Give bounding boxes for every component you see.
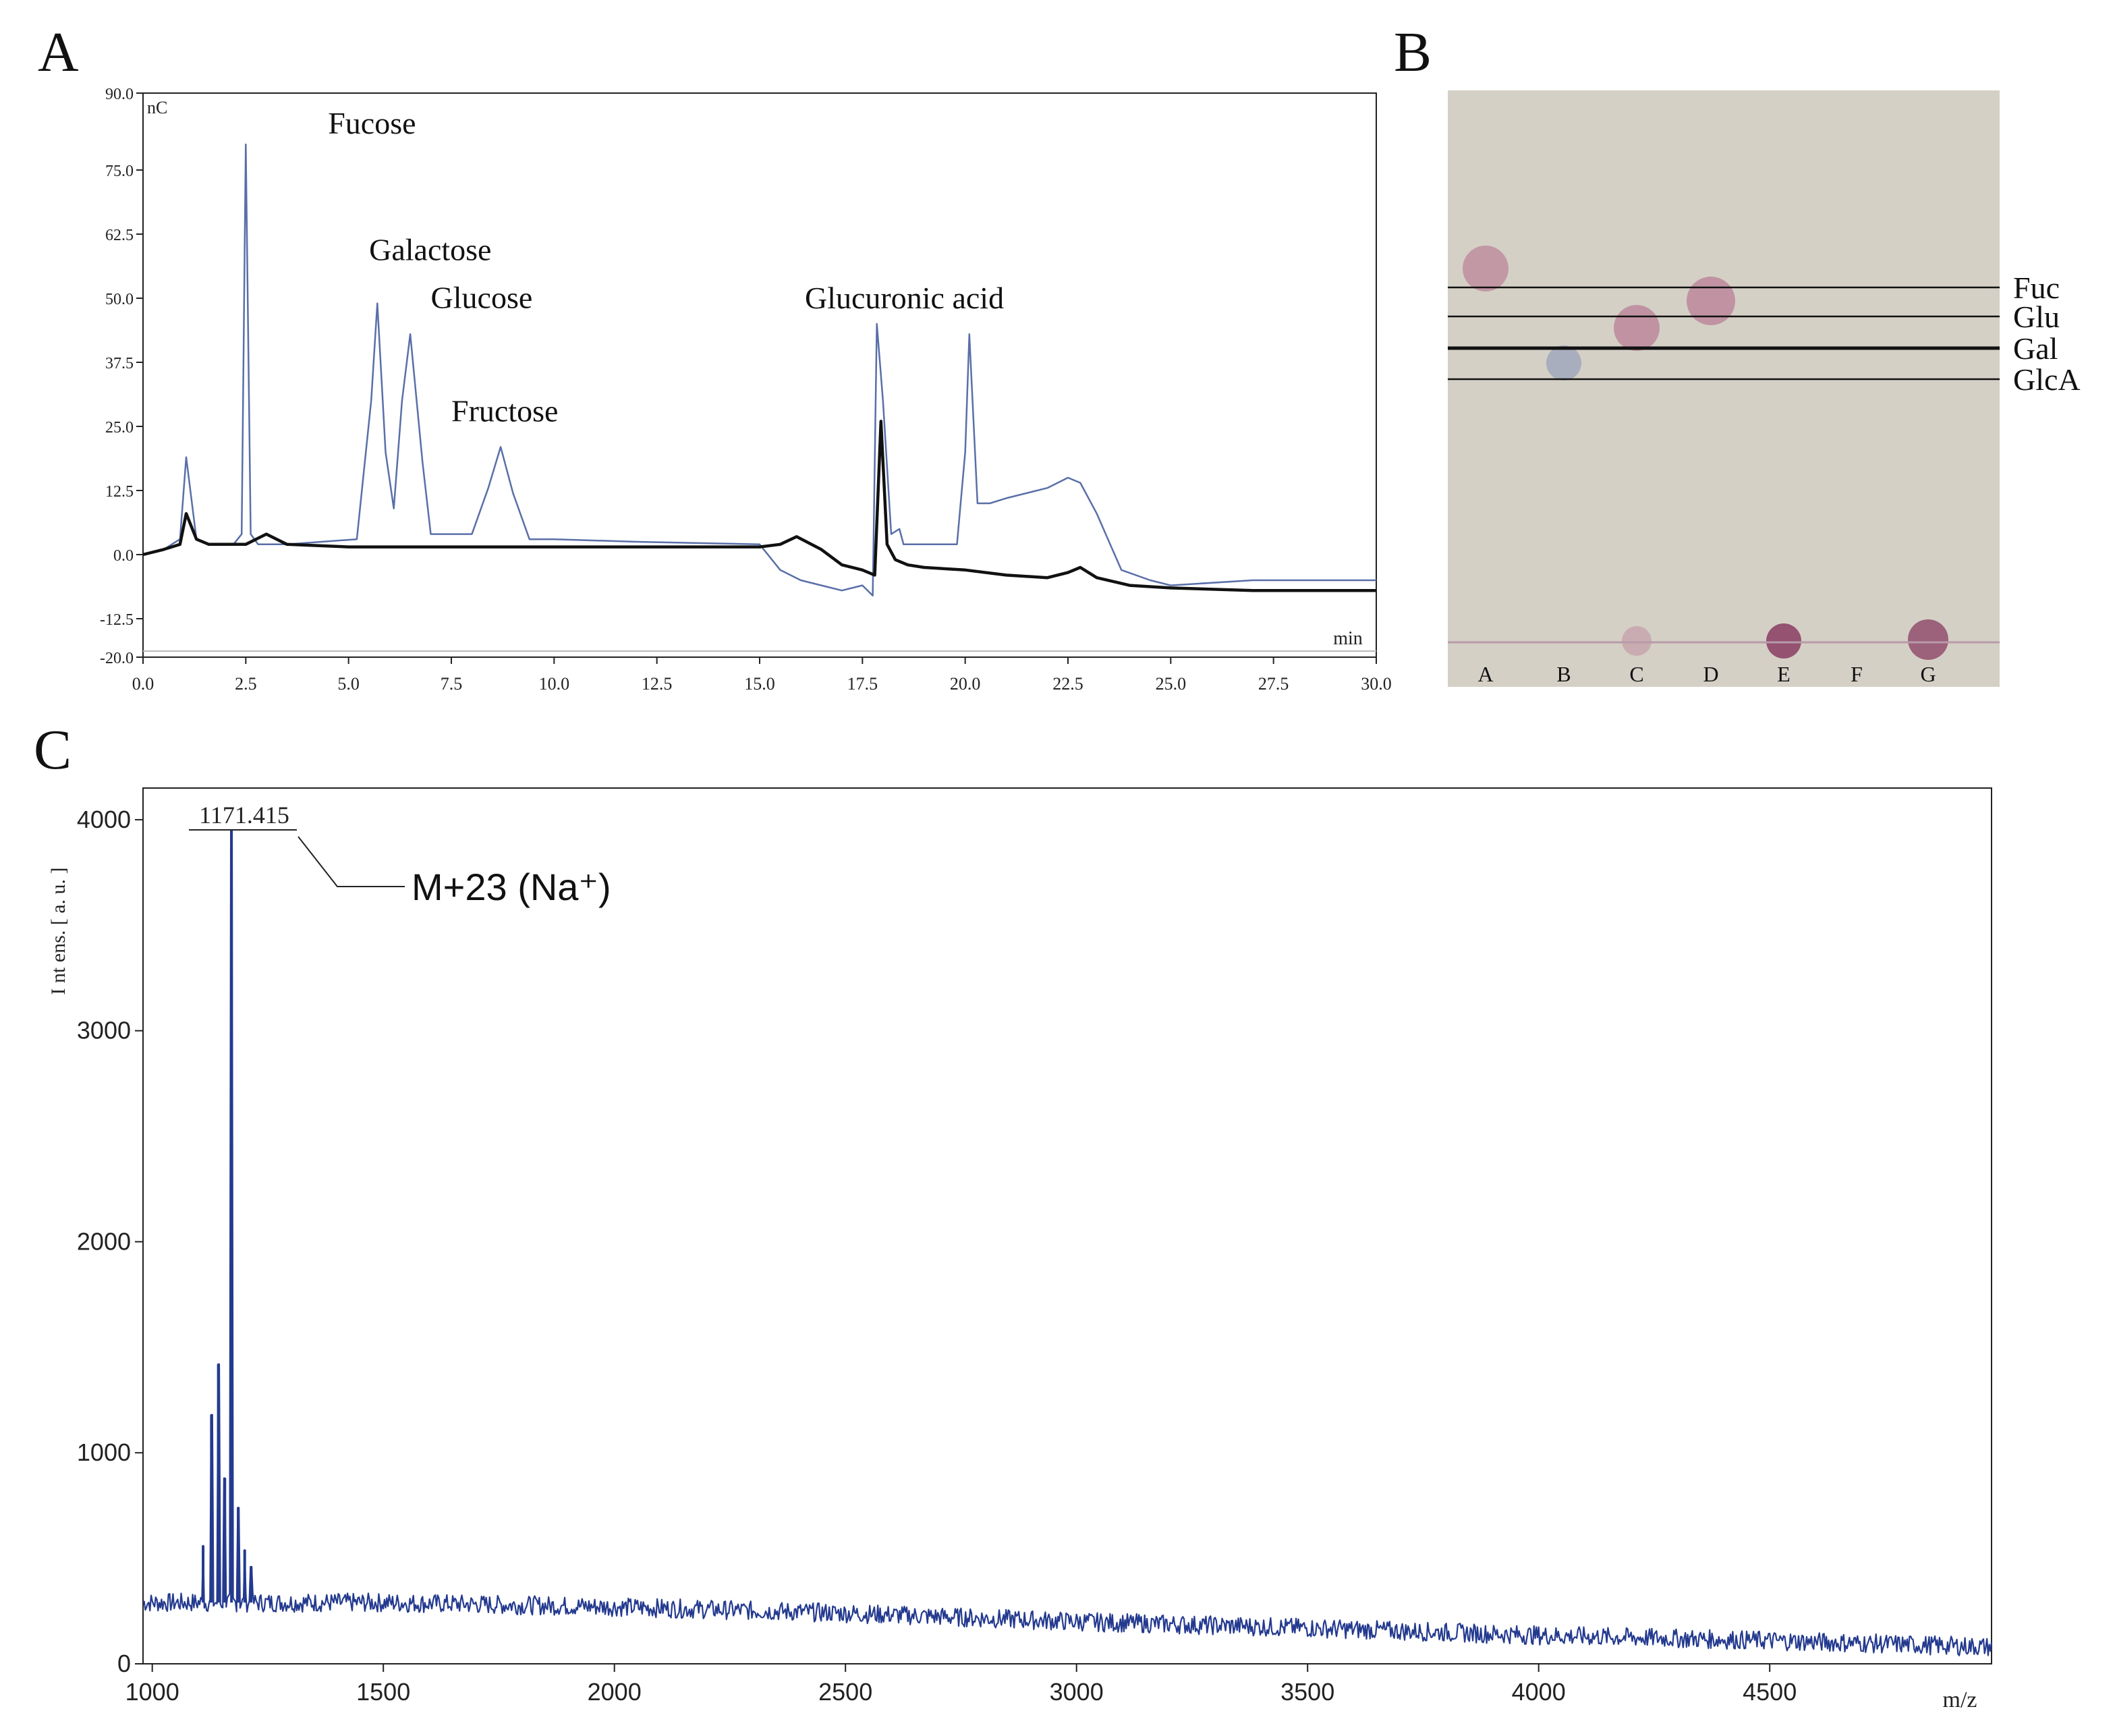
y-tick-label: 25.0 — [105, 419, 134, 437]
chromatogram-y-unit: nC — [147, 98, 167, 117]
x-tick-label: 15.0 — [744, 674, 775, 694]
peak-annotation: Glucose — [431, 280, 533, 314]
peak-annotation: Glucuronic acid — [805, 281, 1004, 315]
tlc-lane-label: D — [1703, 662, 1718, 686]
tlc-spot — [1687, 277, 1735, 325]
y-tick-label: 0 — [117, 1650, 131, 1677]
tlc-lane-label: E — [1777, 662, 1790, 686]
tlc-lane-label: B — [1556, 662, 1571, 686]
panel-letter-a: A — [38, 21, 79, 84]
x-tick-label: 10.0 — [539, 674, 570, 694]
y-tick-label: 50.0 — [105, 291, 134, 308]
tlc-spot — [1463, 246, 1508, 291]
y-tick-label: 75.0 — [105, 163, 134, 180]
x-tick-label: 20.0 — [950, 674, 981, 694]
sample-trace — [142, 143, 1376, 597]
tlc-spot — [1622, 626, 1652, 656]
y-tick-label: 4000 — [77, 806, 131, 833]
tlc-reference-lines — [1448, 286, 2000, 381]
chromatogram-panel: 0.0 2.5 5.0 7.5 10.0 12.5 15.0 17.5 20.0 22.5 25.0… — [100, 86, 1392, 694]
blank-trace — [142, 420, 1376, 592]
peak-annotation: Fructose — [451, 393, 558, 428]
spectrum-frame — [142, 787, 1992, 1664]
tlc-plate — [1448, 90, 2000, 687]
tlc-lane-label: F — [1851, 662, 1863, 686]
peak-annotation: Fucose — [328, 106, 416, 140]
spectrum-annotation-leader — [298, 836, 405, 887]
x-tick-label: 30.0 — [1361, 674, 1392, 694]
x-tick-label: 25.0 — [1156, 674, 1187, 694]
x-tick-label: 1500 — [356, 1678, 410, 1706]
x-tick-label: 0.0 — [132, 674, 154, 694]
y-tick-label: -12.5 — [100, 611, 134, 629]
x-tick-label: 17.5 — [847, 674, 878, 694]
x-tick-label: 1000 — [125, 1678, 179, 1706]
tlc-lane-label: C — [1629, 662, 1643, 686]
spectrum-x-label: m/z — [1943, 1687, 1977, 1712]
x-tick-label: 2500 — [818, 1678, 872, 1706]
y-tick-label: 0.0 — [113, 547, 134, 565]
y-tick-label: 1000 — [77, 1438, 131, 1466]
tlc-reference-label: Glu — [2013, 300, 2060, 334]
y-tick-label: 2000 — [77, 1227, 131, 1255]
x-tick-label: 4500 — [1743, 1678, 1797, 1706]
tlc-reference-label: GlcA — [2013, 362, 2081, 397]
y-tick-label: 62.5 — [105, 227, 134, 244]
x-tick-label: 7.5 — [441, 674, 463, 694]
x-tick-label: 3500 — [1280, 1678, 1334, 1706]
x-tick-label: 27.5 — [1258, 674, 1289, 694]
spectrum-ticks: 1000 1500 2000 2500 3000 3500 4000 450001000200… — [77, 806, 1797, 1706]
tlc-lane-label: A — [1477, 662, 1493, 686]
x-tick-label: 4000 — [1512, 1678, 1566, 1706]
spectrum-peak-label: 1171.415 — [199, 802, 289, 829]
panel-letter-c: C — [34, 719, 72, 781]
chromatogram-annotations: Fucose Galactose Glucose Fructose Glucuronic… — [328, 106, 1004, 428]
spectrum-lines — [142, 829, 1993, 1656]
tlc-spot — [1908, 619, 1948, 660]
panel-letter-b: B — [1394, 21, 1432, 84]
x-tick-label: 22.5 — [1052, 674, 1083, 694]
y-tick-label: -20.0 — [100, 650, 134, 667]
mass-spectrum-panel: 1000 1500 2000 2500 3000 3500 4000 450001000200… — [47, 787, 1993, 1712]
peak-annotation: Galactose — [369, 233, 491, 267]
x-tick-label: 3000 — [1050, 1678, 1104, 1706]
tlc-spot — [1614, 305, 1660, 351]
tlc-lane-label: G — [1920, 662, 1936, 686]
y-tick-label: 37.5 — [105, 355, 134, 372]
chromatogram-frame — [142, 92, 1377, 658]
x-tick-label: 5.0 — [337, 674, 360, 694]
spectrum-trace — [142, 829, 1993, 1656]
tlc-reference-label: Gal — [2013, 331, 2058, 366]
spectrum-annotation: M+23 (Na⁺) — [412, 866, 611, 908]
spectrum-y-label: I nt ens. [ a. u. ] — [47, 867, 69, 995]
tlc-spot — [1546, 345, 1581, 381]
x-tick-label: 2000 — [588, 1678, 642, 1706]
tlc-reference-label: Fuc — [2013, 271, 2060, 305]
chromatogram-ticks: 0.0 2.5 5.0 7.5 10.0 12.5 15.0 17.5 20.0 22.5 25.0… — [100, 86, 1392, 694]
chromatogram-x-label: min — [1333, 628, 1363, 649]
chromatogram-lines — [142, 143, 1376, 597]
x-tick-label: 2.5 — [235, 674, 257, 694]
tlc-spot — [1766, 623, 1801, 659]
y-tick-label: 12.5 — [105, 483, 134, 501]
x-tick-label: 12.5 — [642, 674, 673, 694]
y-tick-label: 3000 — [77, 1017, 131, 1044]
y-tick-label: 90.0 — [105, 86, 134, 103]
